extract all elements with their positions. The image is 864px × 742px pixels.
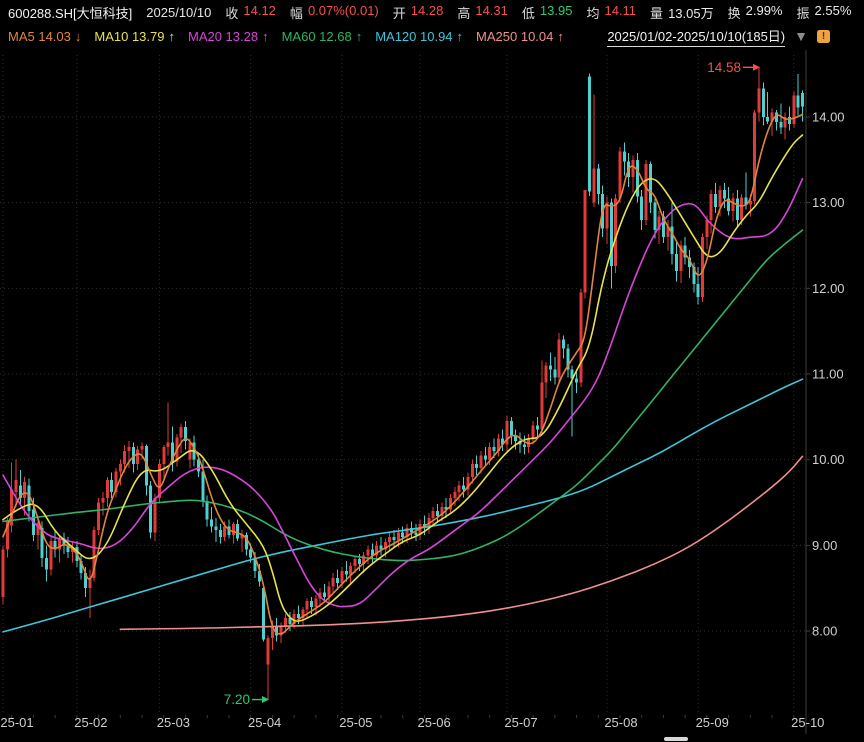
svg-text:13.00: 13.00: [812, 195, 845, 210]
ma-line-ma250: [119, 455, 804, 631]
field-label: 换: [727, 5, 741, 21]
quote-field-收: 收 14.12: [225, 3, 276, 22]
quote-field-高: 高 14.31: [457, 3, 508, 22]
quote-fields: 收 14.12 幅 0.07%(0.01) 开 14.28 高 14.31 低 13.95 均 14.…: [225, 3, 864, 22]
svg-text:25-04: 25-04: [248, 715, 281, 730]
svg-text:25-07: 25-07: [504, 715, 537, 730]
svg-text:25-10: 25-10: [791, 715, 824, 730]
quote-field-换: 换 2.99%: [728, 3, 783, 22]
field-value: 0.07%(0.01): [307, 2, 379, 18]
h-scrollbar-thumb[interactable]: [664, 737, 688, 741]
ma-legend-ma5: MA5 14.03 ↓: [8, 29, 81, 44]
arrow-up-icon: ↑: [168, 28, 175, 44]
svg-text:12.00: 12.00: [812, 281, 845, 296]
arrow-up-icon: ↑: [262, 28, 269, 44]
grid: [0, 55, 806, 712]
arrow-down-icon: ↓: [74, 28, 82, 44]
time-axis: 25-01 25-02 25-03 25-04 25-05 25-06 25-07 25-08…: [0, 715, 824, 730]
field-label: 均: [586, 5, 600, 21]
svg-text:10.00: 10.00: [812, 452, 845, 467]
high-price-annotation: 14.58: [707, 60, 761, 75]
ma-legend-items: MA5 14.03 ↓ MA10 13.79 ↑ MA20 13.28 ↑ MA60 12.…: [8, 29, 564, 44]
field-value: 2.99%: [745, 2, 783, 18]
svg-text:7.20: 7.20: [224, 692, 250, 707]
ma-line-ma10: [2, 134, 804, 622]
ma-line-ma60: [2, 229, 804, 562]
ma-legend-ma120: MA120 10.94 ↑: [375, 29, 463, 44]
field-label: 振: [796, 5, 810, 21]
svg-text:9.00: 9.00: [812, 538, 837, 553]
svg-text:25-09: 25-09: [696, 715, 729, 730]
chevron-down-icon[interactable]: ▼: [794, 28, 808, 44]
ma-line-ma120: [2, 378, 804, 633]
symbol-name: 600288.SH[大恒科技]: [8, 5, 133, 21]
field-label: 收: [225, 5, 239, 21]
quote-date: 2025/10/10: [146, 4, 212, 20]
svg-text:14.58: 14.58: [707, 60, 741, 75]
warning-icon[interactable]: !: [817, 29, 830, 43]
arrow-up-icon: ↑: [557, 28, 564, 44]
field-label: 量: [650, 5, 664, 21]
ma-legend-text: MA250 10.04: [476, 28, 554, 44]
quote-field-振: 振 2.55%: [797, 3, 852, 22]
arrow-up-icon: ↑: [355, 28, 363, 44]
field-label: 高: [457, 5, 471, 21]
field-value: 13.05万: [668, 5, 714, 21]
field-label: 幅: [289, 5, 303, 21]
quote-field-幅: 幅 0.07%(0.01): [290, 3, 379, 22]
field-value: 14.28: [410, 2, 444, 18]
svg-text:25-02: 25-02: [74, 715, 107, 730]
ma-legend-ma20: MA20 13.28 ↑: [188, 29, 269, 44]
ma-legend-bar: MA5 14.03 ↓ MA10 13.79 ↑ MA20 13.28 ↑ MA60 12.…: [0, 24, 864, 48]
date-range-selector[interactable]: 2025/01/02-2025/10/10(185日): [607, 26, 786, 47]
svg-text:25-06: 25-06: [417, 715, 450, 730]
candles-group: [1, 67, 804, 700]
price-axis: 14.00 13.00 12.00 11.00 10.00 9.00 8.00: [805, 50, 845, 734]
field-value: 13.95: [539, 2, 573, 18]
svg-text:25-05: 25-05: [339, 715, 372, 730]
svg-text:25-01: 25-01: [0, 715, 33, 730]
field-value: 2.55%: [814, 2, 852, 18]
svg-text:25-03: 25-03: [157, 715, 190, 730]
ma-legend-ma250: MA250 10.04 ↑: [476, 29, 564, 44]
field-value: 14.11: [604, 2, 637, 18]
range-controls: 2025/01/02-2025/10/10(185日) ▼ !: [607, 26, 830, 47]
ma-legend-text: MA120 10.94: [375, 28, 453, 44]
ma-legend-text: MA60 12.68: [281, 28, 352, 44]
field-value: 14.12: [243, 2, 276, 18]
ma-legend-ma10: MA10 13.79 ↑: [94, 29, 175, 44]
svg-text:8.00: 8.00: [812, 624, 837, 639]
ma-legend-text: MA5 14.03: [8, 28, 71, 44]
arrow-up-icon: ↑: [456, 28, 464, 44]
ma-legend-text: MA10 13.79: [94, 28, 165, 44]
ma-legend-text: MA20 13.28: [187, 28, 259, 44]
low-price-annotation: 7.20: [224, 692, 270, 707]
quote-field-量: 量 13.05万: [650, 3, 714, 22]
svg-text:25-08: 25-08: [604, 715, 637, 730]
field-label: 低: [521, 5, 535, 21]
svg-text:14.00: 14.00: [812, 110, 845, 125]
field-value: 14.31: [475, 2, 508, 18]
quote-header: 600288.SH[大恒科技] 2025/10/10 收 14.12 幅 0.07%(…: [0, 0, 864, 24]
ma-line-ma5: [2, 113, 804, 635]
field-label: 开: [392, 5, 406, 21]
ma-legend-ma60: MA60 12.68 ↑: [282, 29, 363, 44]
svg-text:11.00: 11.00: [812, 367, 844, 382]
quote-field-均: 均 14.11: [586, 3, 636, 22]
quote-field-低: 低 13.95: [522, 3, 573, 22]
quote-field-开: 开 14.28: [393, 3, 444, 22]
